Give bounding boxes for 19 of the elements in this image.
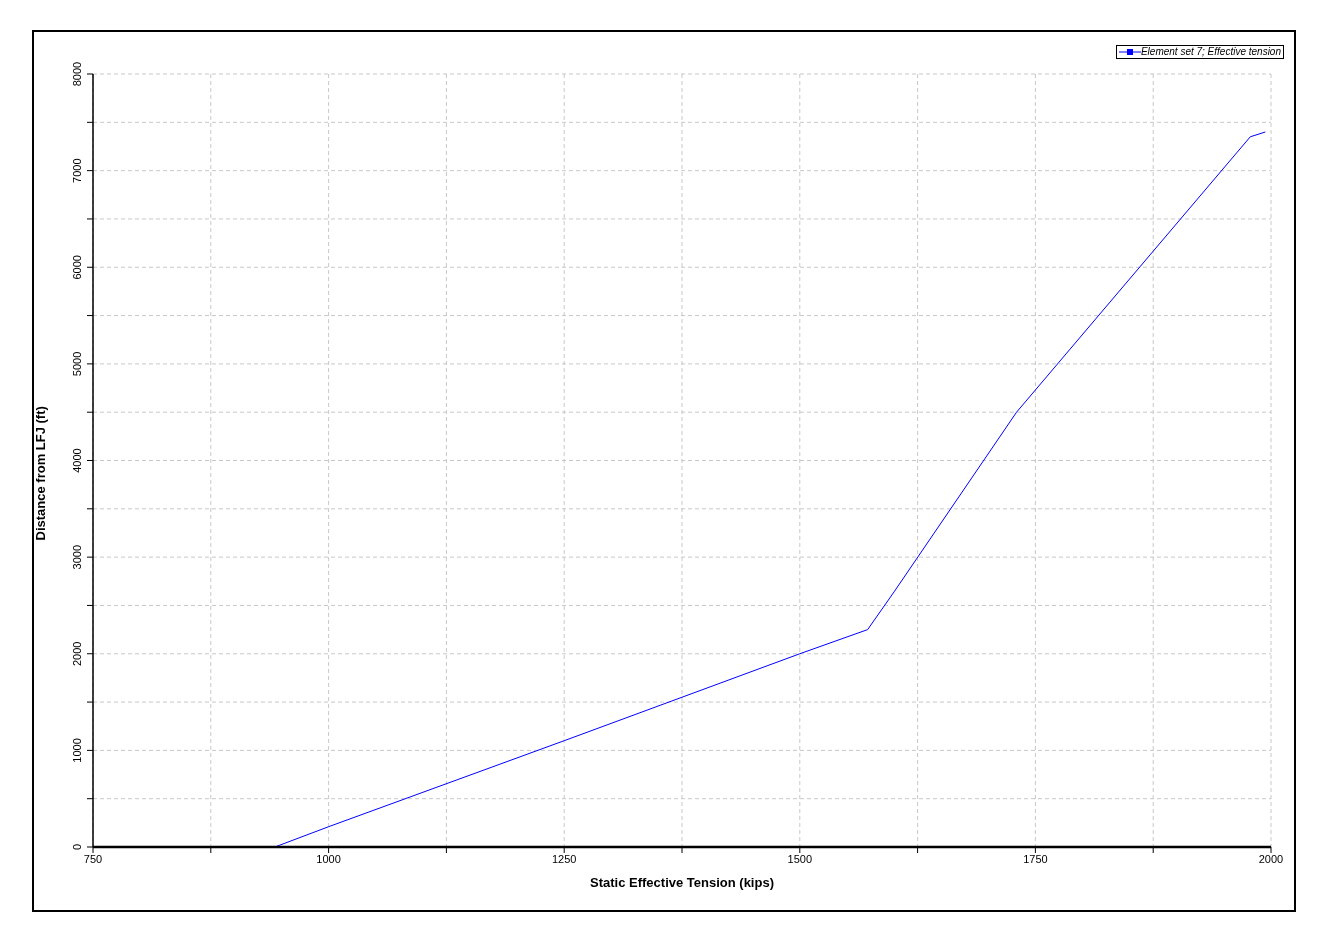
y-tick-label: 2000 (71, 641, 83, 666)
y-tick-label: 0 (71, 843, 83, 851)
y-tick-label: 4000 (71, 448, 83, 473)
y-tick-label: 7000 (71, 158, 83, 183)
y-tick-label: 3000 (71, 544, 83, 570)
x-tick-label: 1500 (787, 852, 813, 865)
x-tick-label: 1000 (316, 852, 341, 865)
x-tick-label: 1750 (1023, 852, 1048, 865)
y-tick-label: 6000 (71, 255, 83, 280)
x-tick-label: 750 (83, 852, 103, 865)
y-tick-label: 5000 (71, 351, 83, 377)
legend-label: Element set 7; Effective tension (1140, 46, 1281, 57)
y-tick-label: 1000 (71, 738, 83, 763)
y-axis-title: Distance from LFJ (ft) (32, 406, 48, 541)
x-tick-label: 1250 (551, 852, 577, 865)
x-axis-title: Static Effective Tension (kips) (590, 875, 774, 890)
line-series (274, 131, 1266, 847)
y-tick-label: 8000 (71, 61, 83, 87)
x-tick-label: 2000 (1258, 852, 1284, 865)
